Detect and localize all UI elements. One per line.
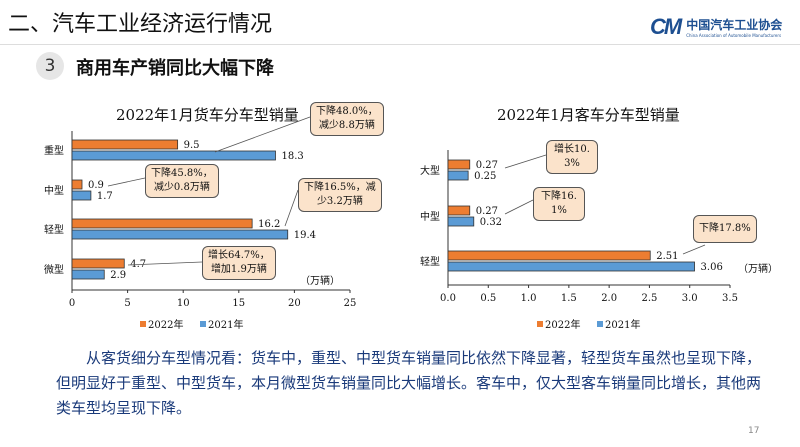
unit-label: （万辆） bbox=[738, 262, 778, 275]
x-tick-label: 3.0 bbox=[682, 293, 698, 304]
callout-pointer bbox=[127, 261, 203, 266]
callout-large-bus: 增长10.3% bbox=[546, 140, 598, 174]
bar-value-label: 0.25 bbox=[474, 171, 496, 182]
legend-label: 2021年 bbox=[605, 318, 640, 331]
section-title: 商用车产销同比大幅下降 bbox=[76, 58, 274, 79]
legend-swatch bbox=[200, 321, 206, 327]
callout-pointer bbox=[214, 116, 311, 153]
unit-label: （万辆） bbox=[300, 274, 340, 287]
bar-value-label: 19.4 bbox=[294, 230, 316, 241]
x-tick-label: 0.0 bbox=[440, 293, 456, 304]
bar-value-label: 2.9 bbox=[110, 270, 126, 281]
bar-2022年 bbox=[71, 139, 179, 150]
bar-2021年 bbox=[71, 190, 92, 201]
analysis-paragraph: 从客货细分车型情况看：货车中，重型、中型货车销量同比依然下降显著，轻型货车虽然也… bbox=[56, 349, 762, 417]
x-tick-label: 25 bbox=[344, 298, 357, 309]
callout-heavy-truck: 下降48.0%， 减少8.8万辆 bbox=[310, 102, 384, 136]
callout-pointer bbox=[504, 154, 547, 169]
logo-text-en: China Association of Automobile Manufact… bbox=[686, 33, 782, 38]
category-label: 轻型 bbox=[44, 223, 64, 236]
x-tick-label: 20 bbox=[288, 298, 301, 309]
legend-swatch bbox=[537, 321, 543, 327]
caam-logo-mark-icon: CM bbox=[650, 14, 682, 39]
callout-medium-bus: 下降16.1% bbox=[533, 187, 585, 221]
bar-value-label: 2.51 bbox=[656, 251, 678, 262]
x-tick-label: 1.5 bbox=[561, 293, 577, 304]
bar-2021年 bbox=[71, 269, 105, 280]
x-tick-label: 2.0 bbox=[601, 293, 617, 304]
bar-value-label: 9.5 bbox=[184, 140, 200, 151]
callout-medium-truck: 下降45.8%， 减少0.8万辆 bbox=[145, 164, 219, 198]
caam-logo: CM 中国汽车工业协会 China Association of Automob… bbox=[650, 14, 782, 40]
bar-2022年 bbox=[447, 205, 471, 216]
x-tick-label: 15 bbox=[232, 298, 245, 309]
header-divider bbox=[0, 44, 800, 45]
bar-2021年 bbox=[447, 216, 475, 227]
category-label: 轻型 bbox=[420, 255, 440, 268]
logo-text-cn: 中国汽车工业协会 bbox=[686, 18, 783, 32]
legend-label: 2021年 bbox=[208, 318, 243, 331]
bar-value-label: 0.32 bbox=[480, 217, 502, 228]
callout-pointer bbox=[682, 244, 706, 255]
truck-chart-title: 2022年1月货车分车型销量 bbox=[116, 106, 299, 124]
bar-2021年 bbox=[447, 170, 469, 181]
x-tick-label: 10 bbox=[177, 298, 190, 309]
bus-chart-title: 2022年1月客车分车型销量 bbox=[497, 106, 680, 124]
bar-value-label: 16.2 bbox=[258, 219, 280, 230]
legend-swatch bbox=[140, 321, 146, 327]
callout-light-truck: 下降16.5%，减 少3.2万辆 bbox=[298, 178, 382, 212]
bar-2022年 bbox=[447, 159, 471, 170]
page-number: 17 bbox=[748, 426, 760, 436]
bar-2022年 bbox=[71, 179, 83, 190]
callout-pointer bbox=[107, 177, 146, 187]
category-label: 微型 bbox=[44, 263, 64, 276]
bar-value-label: 1.7 bbox=[97, 191, 113, 202]
charts-canvas: 0 5 10 15 20 25重型9.518.3中型0.91.7轻型16.219.4微型4… bbox=[44, 116, 778, 331]
category-label: 大型 bbox=[420, 164, 440, 177]
bar-2021年 bbox=[71, 150, 276, 161]
callout-pointer bbox=[504, 199, 534, 215]
x-tick-label: 2.5 bbox=[641, 293, 657, 304]
bar-value-label: 3.06 bbox=[701, 262, 723, 273]
bar-value-label: 18.3 bbox=[281, 151, 303, 162]
x-tick-label: 5 bbox=[124, 298, 130, 309]
legend-swatch bbox=[597, 321, 603, 327]
bar-2021年 bbox=[71, 229, 289, 240]
callout-mini-truck: 增长64.7%， 增加1.9万辆 bbox=[202, 246, 276, 280]
legend-label: 2022年 bbox=[545, 318, 580, 331]
x-tick-label: 1.0 bbox=[521, 293, 537, 304]
callout-light-bus: 下降17.8% bbox=[693, 215, 757, 243]
category-label: 重型 bbox=[44, 144, 64, 157]
bar-value-label: 0.27 bbox=[476, 206, 498, 217]
bar-2022年 bbox=[71, 258, 125, 269]
callout-pointer bbox=[284, 189, 299, 227]
x-tick-label: 0.5 bbox=[480, 293, 496, 304]
bar-2022年 bbox=[71, 218, 253, 229]
x-tick-label: 0 bbox=[69, 298, 75, 309]
bar-2022年 bbox=[447, 250, 651, 261]
category-label: 中型 bbox=[44, 184, 64, 197]
bar-2021年 bbox=[447, 261, 695, 272]
x-tick-label: 3.5 bbox=[722, 293, 738, 304]
section-number: 3 bbox=[36, 52, 64, 80]
legend-label: 2022年 bbox=[148, 318, 183, 331]
bar-value-label: 0.9 bbox=[88, 180, 104, 191]
slide-heading: 二、汽车工业经济运行情况 bbox=[8, 12, 273, 37]
bar-value-label: 0.27 bbox=[476, 160, 498, 171]
category-label: 中型 bbox=[420, 210, 440, 223]
